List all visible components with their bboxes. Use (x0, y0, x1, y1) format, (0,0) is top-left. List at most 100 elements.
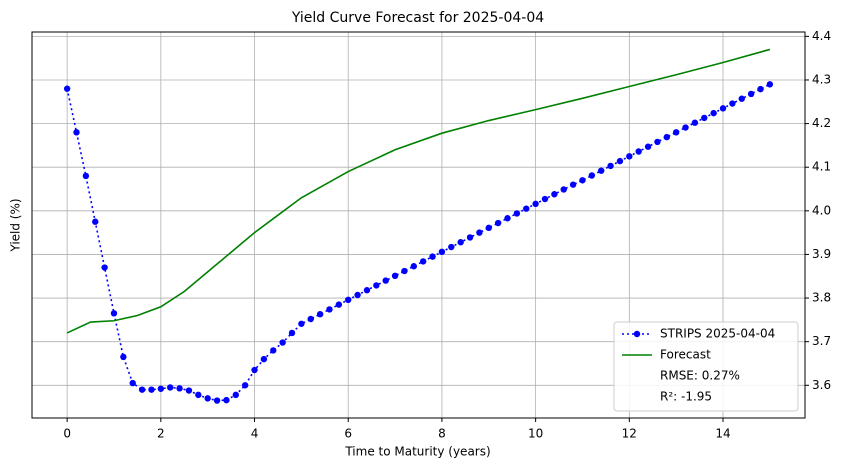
data-point (363, 287, 371, 294)
legend-label: STRIPS 2025-04-04 (660, 327, 775, 341)
data-point (504, 215, 511, 222)
x-tick-label: 8 (438, 427, 446, 441)
data-point (120, 353, 127, 361)
data-point (747, 90, 755, 98)
y-tick-label: 3.7 (812, 334, 831, 348)
y-tick-label: 3.6 (812, 378, 831, 392)
data-point (73, 129, 80, 136)
data-point (476, 229, 483, 236)
data-point (598, 167, 605, 174)
data-point (729, 100, 736, 107)
data-point (148, 386, 155, 393)
data-point (663, 133, 670, 141)
data-point (298, 320, 305, 327)
data-point (719, 105, 727, 112)
y-tick-label: 4.1 (812, 160, 831, 174)
data-point (345, 296, 352, 304)
x-tick-label: 2 (157, 427, 165, 441)
y-tick-label: 4.3 (812, 72, 831, 86)
data-point (551, 191, 558, 198)
data-point (167, 384, 174, 391)
plot-frame (31, 31, 806, 419)
legend-annotation: R²: -1.95 (660, 390, 712, 404)
data-point (691, 119, 699, 126)
data-point (710, 109, 717, 117)
data-point (138, 386, 146, 393)
data-point (195, 391, 202, 399)
data-point (232, 391, 239, 399)
data-point (738, 95, 745, 102)
y-tick-label: 4.4 (812, 29, 831, 43)
y-tick-label: 3.8 (812, 291, 831, 305)
data-point (757, 85, 764, 93)
data-point (626, 153, 633, 160)
data-point (82, 172, 90, 180)
data-point (682, 124, 689, 131)
data-point (635, 148, 642, 155)
data-point (448, 243, 455, 251)
data-point (532, 200, 539, 208)
series-line (66, 83, 771, 402)
data-point (241, 382, 249, 389)
data-point (672, 129, 680, 136)
data-point (270, 347, 277, 354)
data-point (391, 272, 399, 280)
x-tick-label: 10 (528, 427, 543, 441)
y-axis-label: Yield (%) (9, 198, 23, 252)
data-point (110, 310, 118, 317)
legend-annotation: RMSE: 0.27% (660, 369, 740, 383)
data-point (541, 195, 549, 203)
data-point (204, 395, 211, 402)
data-point (251, 366, 258, 374)
data-point (92, 218, 99, 225)
x-axis-label: Time to Maturity (years) (344, 445, 490, 459)
data-point (279, 339, 286, 346)
data-point (185, 387, 193, 394)
data-point (429, 253, 436, 260)
data-point (644, 143, 652, 150)
data-point (410, 263, 418, 270)
x-tick-label: 14 (715, 427, 730, 441)
data-point (466, 234, 474, 241)
data-point (176, 385, 183, 392)
data-point (766, 81, 774, 88)
y-tick-label: 3.9 (812, 247, 831, 261)
legend-box (613, 321, 799, 412)
data-point (607, 162, 614, 170)
data-point (382, 277, 389, 284)
data-point (316, 310, 324, 318)
y-tick-label: 4.0 (812, 203, 831, 217)
legend-marker (633, 330, 641, 338)
data-point (438, 248, 446, 256)
data-point (326, 306, 333, 313)
data-point (401, 267, 408, 275)
legend-label: Forecast (660, 348, 711, 362)
x-tick-label: 4 (251, 427, 259, 441)
data-point (419, 258, 427, 265)
data-point (213, 397, 221, 404)
data-point (701, 114, 708, 122)
data-point (523, 205, 530, 212)
y-tick-label: 4.2 (812, 116, 831, 130)
data-point (101, 264, 108, 271)
x-tick-label: 0 (63, 427, 71, 441)
data-point (485, 224, 492, 232)
data-point (260, 355, 268, 363)
x-tick-label: 12 (622, 427, 637, 441)
data-point (354, 291, 361, 299)
data-point (579, 177, 586, 184)
data-point (129, 379, 136, 387)
data-point (616, 157, 624, 165)
data-point (373, 282, 380, 289)
x-tick-label: 6 (344, 427, 352, 441)
data-point (457, 239, 464, 246)
data-point (307, 315, 314, 323)
data-point (560, 186, 567, 193)
data-point (494, 219, 502, 227)
series-line (66, 48, 771, 334)
data-point (288, 329, 296, 337)
data-point (223, 396, 230, 404)
data-point (588, 172, 596, 179)
data-point (335, 301, 343, 308)
